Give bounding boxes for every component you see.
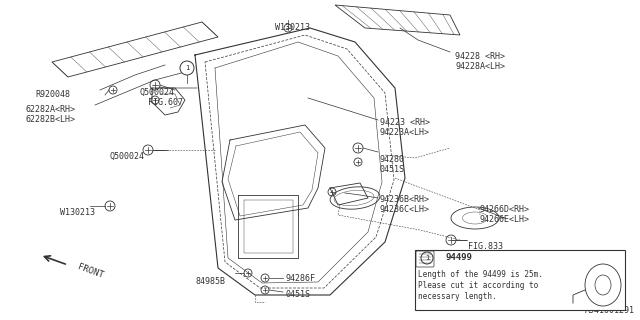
- Text: 94228 <RH>: 94228 <RH>: [455, 52, 505, 61]
- Text: 94499: 94499: [445, 253, 472, 262]
- Text: 94236C<LH>: 94236C<LH>: [380, 205, 430, 214]
- Text: 84985B: 84985B: [195, 277, 225, 286]
- Text: FIG.833: FIG.833: [468, 242, 503, 251]
- Text: 94266E<LH>: 94266E<LH>: [480, 215, 530, 224]
- Text: Length of the 94499 is 25m.: Length of the 94499 is 25m.: [418, 270, 543, 279]
- Text: W130213: W130213: [275, 23, 310, 32]
- Text: 1: 1: [425, 255, 429, 261]
- Text: 94223 <RH>: 94223 <RH>: [380, 118, 430, 127]
- Text: Q500024: Q500024: [140, 88, 175, 97]
- Bar: [415, 250, 625, 310]
- Text: 62282B<LH>: 62282B<LH>: [25, 115, 75, 124]
- Text: FIG.607: FIG.607: [148, 98, 183, 107]
- Text: Please cut it according to: Please cut it according to: [418, 281, 538, 290]
- Text: 94223A<LH>: 94223A<LH>: [380, 128, 430, 137]
- Circle shape: [180, 61, 194, 75]
- Text: 94286F: 94286F: [285, 274, 315, 283]
- Text: 94228A<LH>: 94228A<LH>: [455, 62, 505, 71]
- Circle shape: [421, 252, 433, 264]
- Text: 94236B<RH>: 94236B<RH>: [380, 195, 430, 204]
- Text: 62282A<RH>: 62282A<RH>: [25, 105, 75, 114]
- Text: necessary length.: necessary length.: [418, 292, 497, 301]
- Text: 94266D<RH>: 94266D<RH>: [480, 205, 530, 214]
- Text: A941001291: A941001291: [585, 306, 635, 315]
- Text: FRONT: FRONT: [76, 262, 104, 280]
- Text: 1: 1: [185, 65, 189, 71]
- Text: 94280: 94280: [380, 155, 405, 164]
- Text: 0451S: 0451S: [285, 290, 310, 299]
- Text: Q500024: Q500024: [110, 152, 145, 161]
- Text: R920048: R920048: [35, 90, 70, 99]
- Text: W130213: W130213: [60, 208, 95, 217]
- Text: 0451S: 0451S: [380, 165, 405, 174]
